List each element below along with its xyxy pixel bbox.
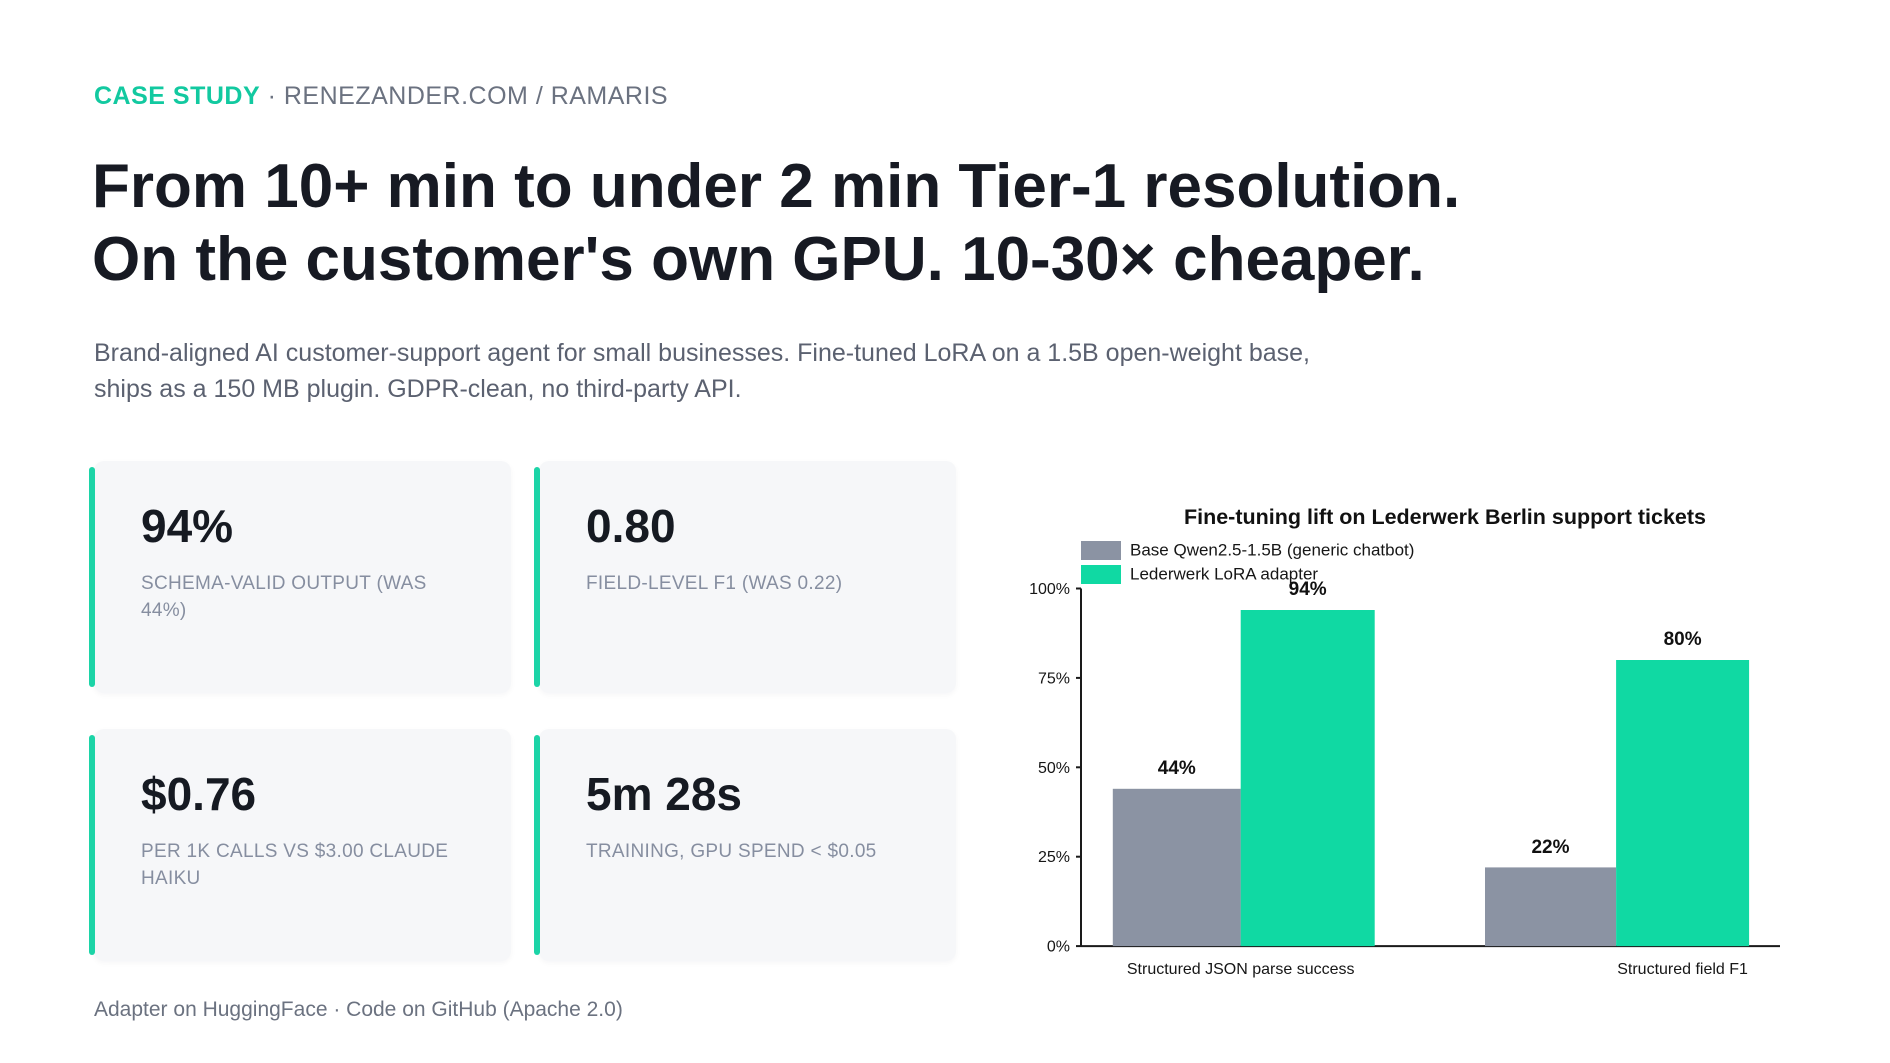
svg-text:Structured field F1: Structured field F1 xyxy=(1617,961,1748,978)
svg-text:80%: 80% xyxy=(1664,629,1702,650)
svg-text:Base Qwen2.5-1.5B (generic cha: Base Qwen2.5-1.5B (generic chatbot) xyxy=(1130,541,1414,560)
svg-text:94%: 94% xyxy=(1289,579,1327,600)
svg-text:0%: 0% xyxy=(1047,939,1070,956)
svg-text:Structured JSON parse success: Structured JSON parse success xyxy=(1127,961,1355,978)
svg-text:44%: 44% xyxy=(1158,758,1196,779)
svg-text:22%: 22% xyxy=(1531,837,1569,858)
svg-text:Fine-tuning lift on Lederwerk: Fine-tuning lift on Lederwerk Berlin sup… xyxy=(1184,505,1706,529)
svg-text:75%: 75% xyxy=(1038,670,1070,687)
svg-text:25%: 25% xyxy=(1038,849,1070,866)
svg-text:50%: 50% xyxy=(1038,760,1070,777)
svg-text:100%: 100% xyxy=(1029,581,1070,598)
